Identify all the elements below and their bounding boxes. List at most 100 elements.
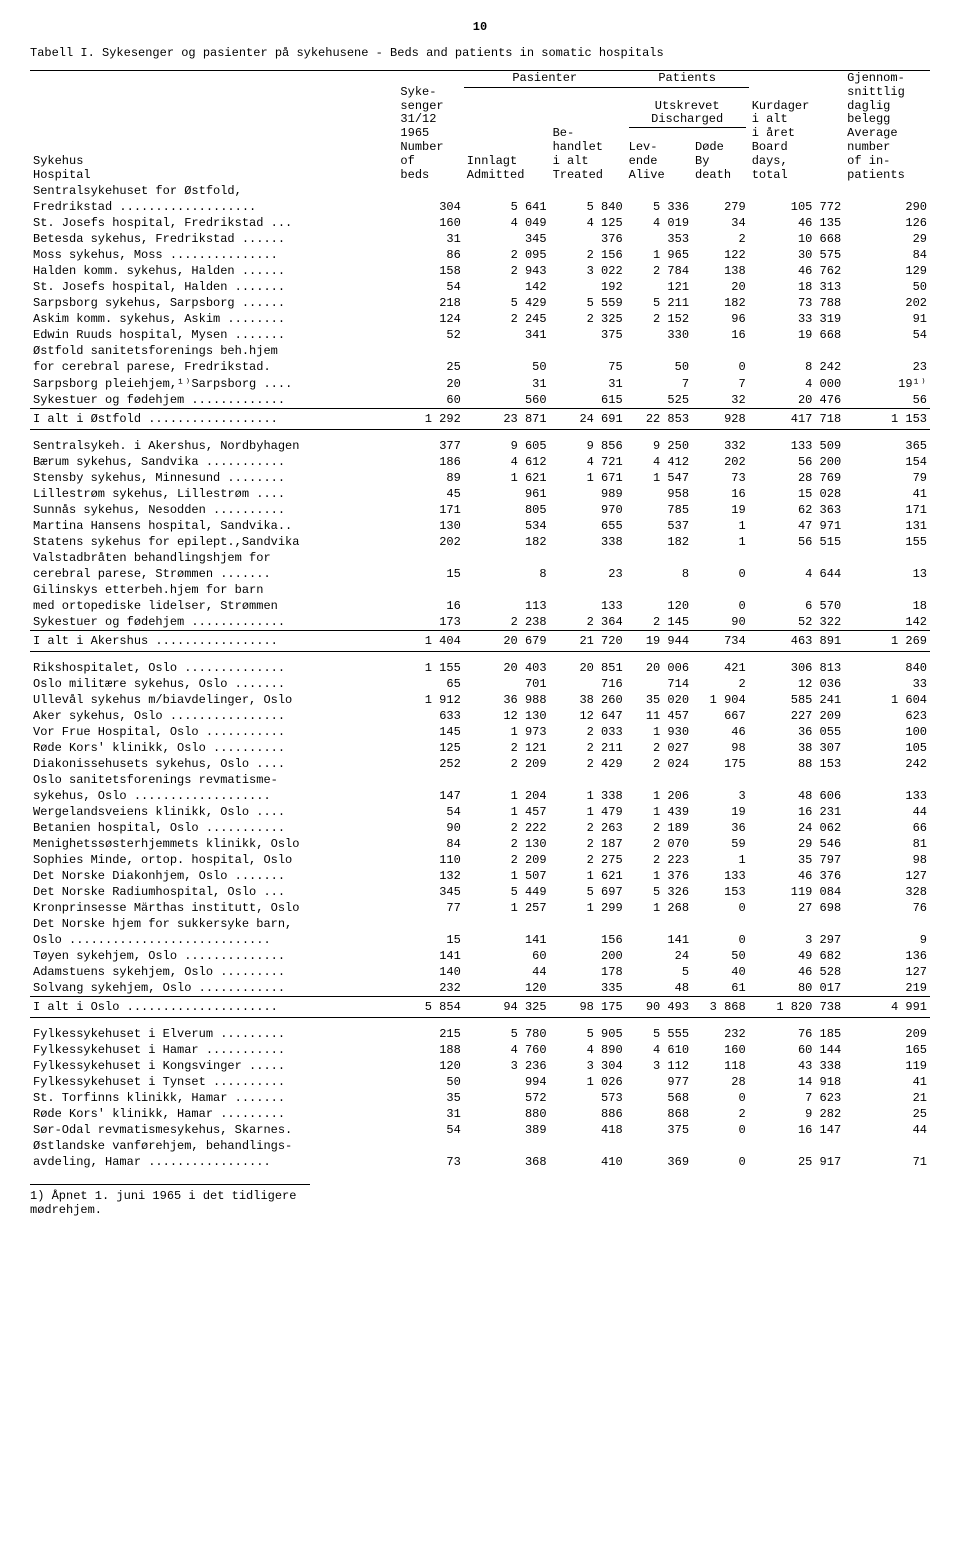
- row-label: St. Josefs hospital, Halden .......: [30, 279, 397, 295]
- cell: 28 769: [749, 470, 844, 486]
- cell: 16 231: [749, 804, 844, 820]
- cell: [844, 183, 930, 199]
- row-label: Edwin Ruuds hospital, Mysen .......: [30, 327, 397, 343]
- row-label: Røde Kors' klinikk, Hamar .........: [30, 1106, 397, 1122]
- cell: 120: [626, 598, 692, 614]
- cell: 9 856: [550, 438, 626, 454]
- cell: 119: [844, 1058, 930, 1074]
- table-row: Askim komm. sykehus, Askim ........1242 …: [30, 311, 930, 327]
- cell: 667: [692, 708, 749, 724]
- row-label: Sunnås sykehus, Nesodden ..........: [30, 502, 397, 518]
- table-row: for cerebral parese, Fredrikstad.2550755…: [30, 359, 930, 375]
- cell: [397, 772, 463, 788]
- cell: 60: [397, 392, 463, 409]
- cell: 2 209: [464, 756, 550, 772]
- cell: 2 189: [626, 820, 692, 836]
- cell: 3: [692, 788, 749, 804]
- cell: 30 575: [749, 247, 844, 263]
- cell: 5 211: [626, 295, 692, 311]
- cell: 65: [397, 676, 463, 692]
- cell: 33: [844, 676, 930, 692]
- cell: 118: [692, 1058, 749, 1074]
- cell: 7: [626, 375, 692, 392]
- cell: 1 376: [626, 868, 692, 884]
- cell: 328: [844, 884, 930, 900]
- table-row: Det Norske hjem for sukkersyke barn,: [30, 916, 930, 932]
- table-row: Vor Frue Hospital, Oslo ...........1451 …: [30, 724, 930, 740]
- cell: 34: [692, 215, 749, 231]
- cell: 11 457: [626, 708, 692, 724]
- cell: 59: [692, 836, 749, 852]
- cell: 2 943: [464, 263, 550, 279]
- page-number: 10: [30, 20, 930, 34]
- section-total-row: I alt i Oslo .....................5 8549…: [30, 997, 930, 1018]
- cell: 200: [550, 948, 626, 964]
- row-label: Martina Hansens hospital, Sandvika..: [30, 518, 397, 534]
- table-row: Sentralsykehuset for Østfold,: [30, 183, 930, 199]
- cell: 192: [550, 279, 626, 295]
- cell: 90: [397, 820, 463, 836]
- cell: 338: [550, 534, 626, 550]
- cell: 52: [397, 327, 463, 343]
- cell: 4 412: [626, 454, 692, 470]
- cell: 126: [844, 215, 930, 231]
- cell: [550, 772, 626, 788]
- table-row: Fylkessykehuset i Tynset ..........50994…: [30, 1074, 930, 1090]
- cell: 977: [626, 1074, 692, 1090]
- cell: [749, 916, 844, 932]
- cell: 33 319: [749, 311, 844, 327]
- cell: 880: [464, 1106, 550, 1122]
- cell: 186: [397, 454, 463, 470]
- cell: 868: [626, 1106, 692, 1122]
- cell: 341: [464, 327, 550, 343]
- cell: 119 084: [749, 884, 844, 900]
- cell: 47 971: [749, 518, 844, 534]
- row-label: Oslo ............................: [30, 932, 397, 948]
- cell: 1 604: [844, 692, 930, 708]
- cell: 227 209: [749, 708, 844, 724]
- hdr-hospital: Sykehus Hospital: [30, 71, 397, 184]
- cell: 46: [692, 724, 749, 740]
- cell: 76 185: [749, 1026, 844, 1042]
- cell: 46 528: [749, 964, 844, 980]
- cell: [844, 582, 930, 598]
- cell: 73: [692, 470, 749, 486]
- cell: 27 698: [749, 900, 844, 916]
- cell: [397, 1138, 463, 1154]
- row-label: cerebral parese, Strømmen .......: [30, 566, 397, 582]
- cell: [397, 343, 463, 359]
- row-label: Tøyen sykehjem, Oslo ..............: [30, 948, 397, 964]
- row-label: Diakonissehusets sykehus, Oslo ....: [30, 756, 397, 772]
- cell: 121: [626, 279, 692, 295]
- cell: 1 257: [464, 900, 550, 916]
- cell: 156: [550, 932, 626, 948]
- row-label: Halden komm. sykehus, Halden ......: [30, 263, 397, 279]
- cell: 734: [692, 631, 749, 652]
- cell: 232: [692, 1026, 749, 1042]
- cell: 8: [464, 566, 550, 582]
- cell: 1: [692, 518, 749, 534]
- cell: 84: [397, 836, 463, 852]
- row-label: Fylkessykehuset i Kongsvinger .....: [30, 1058, 397, 1074]
- cell: 141: [464, 932, 550, 948]
- cell: 0: [692, 1154, 749, 1170]
- cell: 1 930: [626, 724, 692, 740]
- cell: 20 851: [550, 660, 626, 676]
- row-label: Moss sykehus, Moss ...............: [30, 247, 397, 263]
- cell: 1 299: [550, 900, 626, 916]
- cell: 0: [692, 932, 749, 948]
- table-row: Oslo ............................1514115…: [30, 932, 930, 948]
- cell: 12 647: [550, 708, 626, 724]
- cell: 79: [844, 470, 930, 486]
- cell: 6 570: [749, 598, 844, 614]
- table-row: Halden komm. sykehus, Halden ......1582 …: [30, 263, 930, 279]
- cell: 4 049: [464, 215, 550, 231]
- table-row: Østlandske vanførehjem, behandlings-: [30, 1138, 930, 1154]
- cell: 19¹⁾: [844, 375, 930, 392]
- cell: 417 718: [749, 409, 844, 430]
- row-label: Sophies Minde, ortop. hospital, Oslo: [30, 852, 397, 868]
- row-label: Vor Frue Hospital, Oslo ...........: [30, 724, 397, 740]
- cell: 1: [692, 852, 749, 868]
- cell: 35: [397, 1090, 463, 1106]
- cell: 345: [397, 884, 463, 900]
